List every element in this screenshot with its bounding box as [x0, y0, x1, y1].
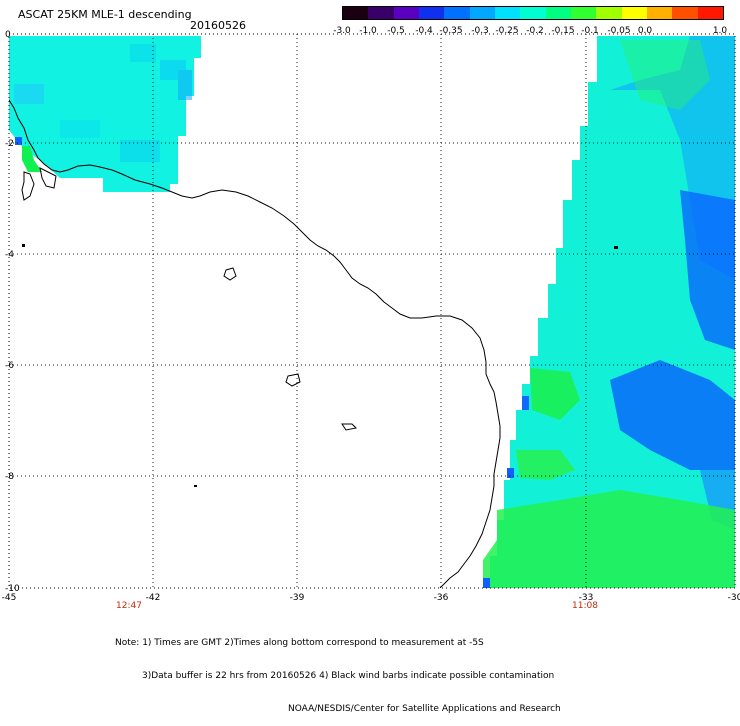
colorbar-label: 1.0 — [712, 26, 728, 36]
island-2 — [285, 373, 301, 387]
coastline — [9, 99, 501, 588]
pass-time-west: 12:47 — [116, 601, 142, 611]
product-title: ASCAT 25KM MLE-1 descending — [18, 8, 192, 21]
latitude-label: -4 — [5, 250, 14, 260]
longitude-label: -39 — [290, 593, 305, 603]
colorbar — [342, 6, 724, 20]
latitude-label: 0 — [5, 30, 11, 40]
note-line-2: 3)Data buffer is 22 hrs from 20160526 4)… — [142, 671, 555, 681]
colorbar-segment — [393, 7, 419, 19]
colorbar-segment — [520, 7, 546, 19]
latitude-label: -6 — [5, 361, 14, 371]
west-green-patch — [22, 146, 42, 172]
footnotes: Note: 1) Times are GMT 2)Times along bot… — [115, 616, 561, 726]
east-blue-pixel-2 — [507, 468, 514, 478]
colorbar-label: -0.25 — [495, 26, 519, 36]
colorbar-segment — [343, 7, 369, 19]
island-1 — [223, 267, 237, 281]
island-3 — [341, 423, 358, 431]
colorbar-label: -0.05 — [607, 26, 631, 36]
latitude-label: -10 — [5, 584, 20, 594]
colorbar-segment — [596, 7, 622, 19]
east-blue-pixel-3 — [483, 578, 490, 588]
east-swath-green-regions — [483, 40, 735, 588]
graticule — [9, 34, 735, 588]
colorbar-segment — [697, 7, 723, 19]
latitude-label: -8 — [5, 472, 14, 482]
longitude-label: -30 — [728, 593, 740, 603]
colorbar-label: -0.15 — [551, 26, 575, 36]
east-swath-blue-regions — [597, 36, 735, 530]
colorbar-segment — [646, 7, 673, 19]
colorbar-label: -0.3 — [471, 26, 489, 36]
note-line-3: NOAA/NESDIS/Center for Satellite Applica… — [288, 704, 561, 714]
longitude-label: -36 — [434, 593, 449, 603]
pass-time-east: 11:08 — [572, 601, 598, 611]
longitude-labels: -45 -42 -39 -36 -33 -30 — [2, 593, 740, 603]
longitude-label: -42 — [146, 593, 161, 603]
note-line-1: Note: 1) Times are GMT 2)Times along bot… — [115, 638, 484, 648]
colorbar-label: 0.0 — [637, 26, 653, 36]
colorbar-segment — [545, 7, 571, 19]
colorbar-segment — [494, 7, 521, 19]
island-5 — [22, 244, 25, 247]
wind-map: -45 -42 -39 -36 -33 -30 0 -2 -4 -6 -8 -10 12:47 11… — [2, 30, 740, 611]
colorbar-label: -1.0 — [359, 26, 377, 36]
colorbar-label: -0.35 — [439, 26, 463, 36]
product-date: 20160526 — [190, 19, 246, 32]
colorbar-segment — [368, 7, 394, 19]
longitude-label: -33 — [579, 593, 594, 603]
colorbar-segment — [672, 7, 698, 19]
colorbar-label: -0.4 — [415, 26, 433, 36]
colorbar-segment — [418, 7, 445, 19]
colorbar-label: -0.1 — [581, 26, 599, 36]
colorbar-label: -0.2 — [526, 26, 544, 36]
island-4 — [194, 485, 197, 487]
bay-outline-2 — [39, 167, 57, 189]
west-swath-shading — [14, 44, 192, 162]
colorbar-segment — [469, 7, 495, 19]
west-blue-pixel — [15, 137, 22, 145]
colorbar-segment — [444, 7, 470, 19]
latitude-labels: 0 -2 -4 -6 -8 -10 — [5, 30, 20, 594]
colorbar-segment — [621, 7, 647, 19]
colorbar-segment — [570, 7, 597, 19]
colorbar-labels: -3.0 -1.0 -0.5 -0.4 -0.35 -0.3 -0.25 -0.2 -0.15-… — [333, 26, 732, 38]
bay-outline — [21, 171, 35, 201]
colorbar-label: -0.5 — [387, 26, 405, 36]
colorbar-label: -3.0 — [333, 26, 351, 36]
island-6 — [614, 246, 618, 249]
east-blue-pixel-1 — [522, 396, 529, 410]
longitude-label: -45 — [2, 593, 17, 603]
latitude-label: -2 — [5, 139, 14, 149]
